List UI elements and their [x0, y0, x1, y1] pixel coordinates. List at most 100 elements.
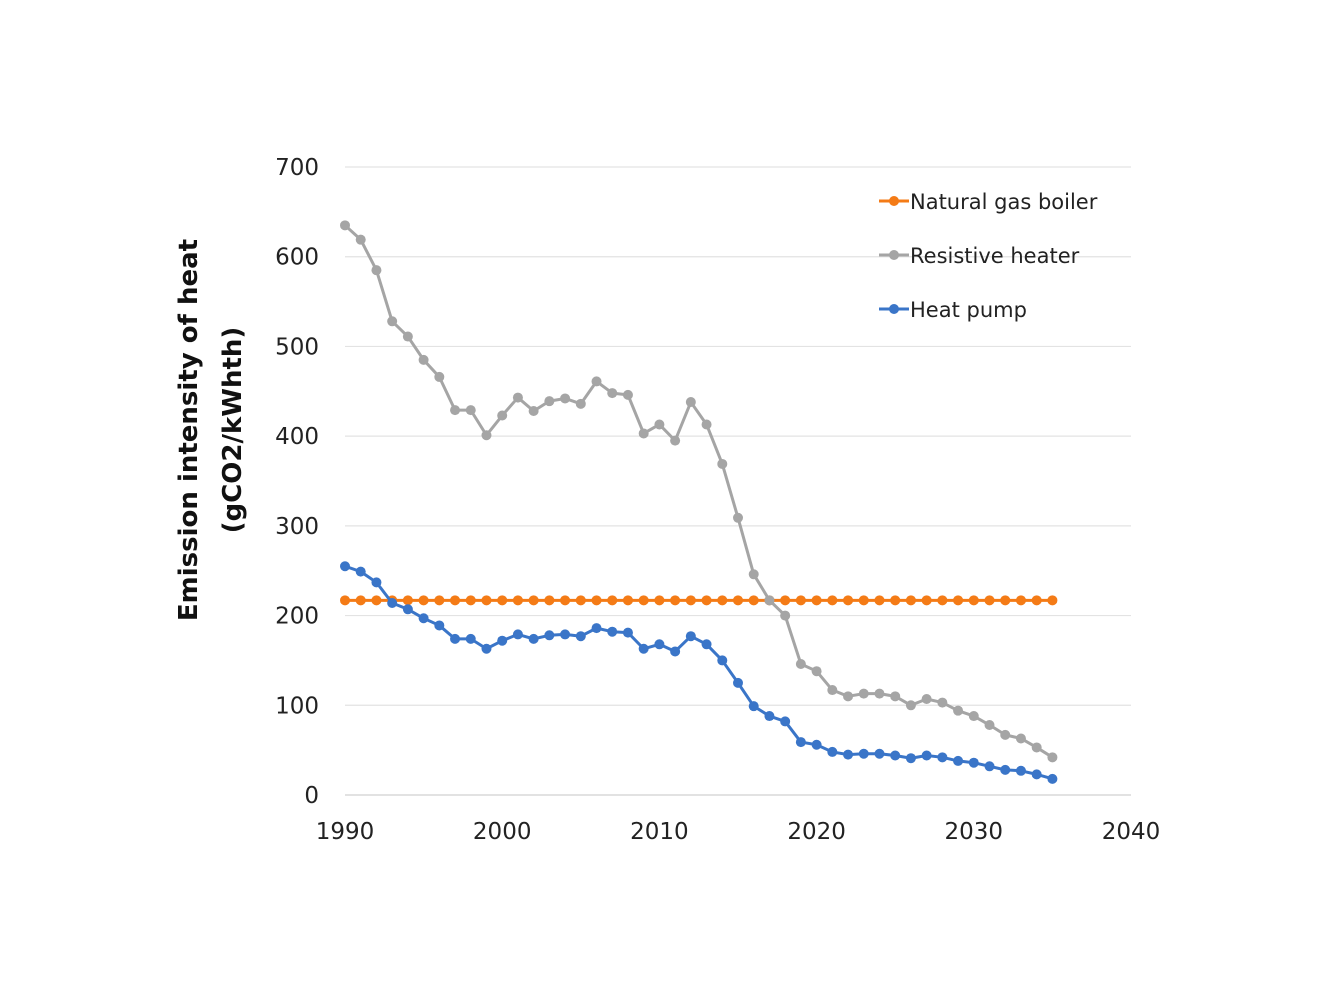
data-point — [953, 595, 964, 606]
data-point — [717, 655, 728, 666]
data-point — [795, 737, 806, 748]
legend-dot-marker — [889, 304, 899, 314]
y-axis-label-line1: Emission intensity of heat — [174, 239, 204, 621]
data-point — [858, 595, 869, 606]
data-point — [481, 643, 492, 654]
x-tick-label: 2020 — [787, 819, 846, 845]
legend-item: Resistive heater — [879, 244, 1080, 268]
data-point — [434, 595, 445, 606]
data-point — [402, 595, 413, 606]
data-point — [780, 595, 791, 606]
data-point — [984, 761, 995, 772]
data-point — [544, 595, 555, 606]
data-point — [340, 220, 350, 231]
data-point — [465, 405, 476, 416]
data-point — [748, 569, 759, 580]
legend-label: Natural gas boiler — [910, 190, 1098, 214]
data-point — [512, 392, 523, 403]
data-point — [575, 398, 586, 409]
data-point — [418, 354, 429, 365]
data-point — [1000, 595, 1011, 606]
data-point — [685, 595, 696, 606]
data-point — [921, 750, 932, 761]
data-point — [654, 419, 665, 430]
data-point — [748, 701, 759, 712]
data-point — [795, 595, 806, 606]
data-point — [701, 419, 712, 430]
data-point — [717, 458, 728, 469]
data-point — [890, 595, 901, 606]
data-point — [591, 623, 602, 634]
data-point — [481, 430, 492, 441]
legend: Natural gas boiler Resistive heater Heat p… — [879, 190, 1098, 322]
series-heat-pump — [340, 561, 1058, 784]
data-point — [418, 613, 429, 624]
data-point — [811, 666, 822, 677]
data-point — [890, 750, 901, 761]
x-tick-label: 2040 — [1102, 819, 1161, 845]
data-point — [827, 685, 838, 696]
data-point — [1047, 773, 1058, 784]
data-point — [528, 633, 539, 644]
data-point — [575, 595, 586, 606]
data-point — [937, 697, 948, 708]
gridlines — [345, 166, 1131, 796]
y-tick-label: 600 — [275, 245, 319, 271]
data-point — [575, 631, 586, 642]
data-point — [560, 595, 571, 606]
x-tick-label: 2000 — [473, 819, 532, 845]
data-point — [701, 639, 712, 650]
data-point — [1000, 764, 1011, 775]
data-point — [953, 705, 964, 716]
data-point — [638, 595, 649, 606]
data-point — [497, 595, 508, 606]
data-point — [905, 700, 916, 711]
series-line — [343, 224, 1054, 759]
data-point — [402, 331, 413, 342]
data-point — [340, 595, 350, 606]
series-natural-gas-boiler — [340, 595, 1058, 606]
data-point — [670, 646, 681, 657]
data-point — [622, 627, 633, 638]
data-point — [465, 595, 476, 606]
y-tick-label: 200 — [275, 604, 319, 630]
data-point — [874, 748, 885, 759]
legend-dot-marker — [889, 196, 899, 206]
data-point — [638, 428, 649, 439]
series-layer — [340, 220, 1058, 784]
data-point — [733, 595, 743, 606]
y-tick-label: 500 — [275, 334, 319, 360]
data-point — [1015, 765, 1026, 776]
x-tick-label: 2010 — [630, 819, 689, 845]
data-point — [811, 739, 822, 750]
y-tick-label: 300 — [275, 514, 319, 540]
data-point — [607, 595, 618, 606]
data-point — [355, 566, 366, 577]
y-axis-ticks: 0 100 200 300 400 500 600 700 — [275, 155, 319, 809]
data-point — [858, 688, 869, 699]
data-point — [780, 716, 791, 727]
data-point — [1015, 595, 1026, 606]
data-point — [528, 406, 539, 417]
data-point — [560, 393, 571, 404]
y-tick-label: 100 — [275, 693, 319, 719]
y-tick-label: 0 — [304, 783, 319, 809]
data-point — [654, 639, 665, 650]
x-axis-ticks: 1990 2000 2010 2020 2030 2040 — [316, 819, 1161, 845]
data-point — [544, 630, 555, 641]
data-point — [497, 410, 508, 421]
data-point — [984, 720, 995, 731]
data-point — [528, 595, 539, 606]
data-point — [968, 711, 979, 722]
data-point — [685, 631, 696, 642]
data-point — [591, 595, 602, 606]
data-point — [497, 635, 508, 646]
data-point — [858, 748, 869, 759]
data-point — [733, 512, 743, 523]
legend-item: Heat pump — [879, 298, 1027, 322]
data-point — [717, 595, 728, 606]
data-point — [937, 752, 948, 763]
data-point — [905, 753, 916, 764]
data-point — [544, 396, 555, 407]
